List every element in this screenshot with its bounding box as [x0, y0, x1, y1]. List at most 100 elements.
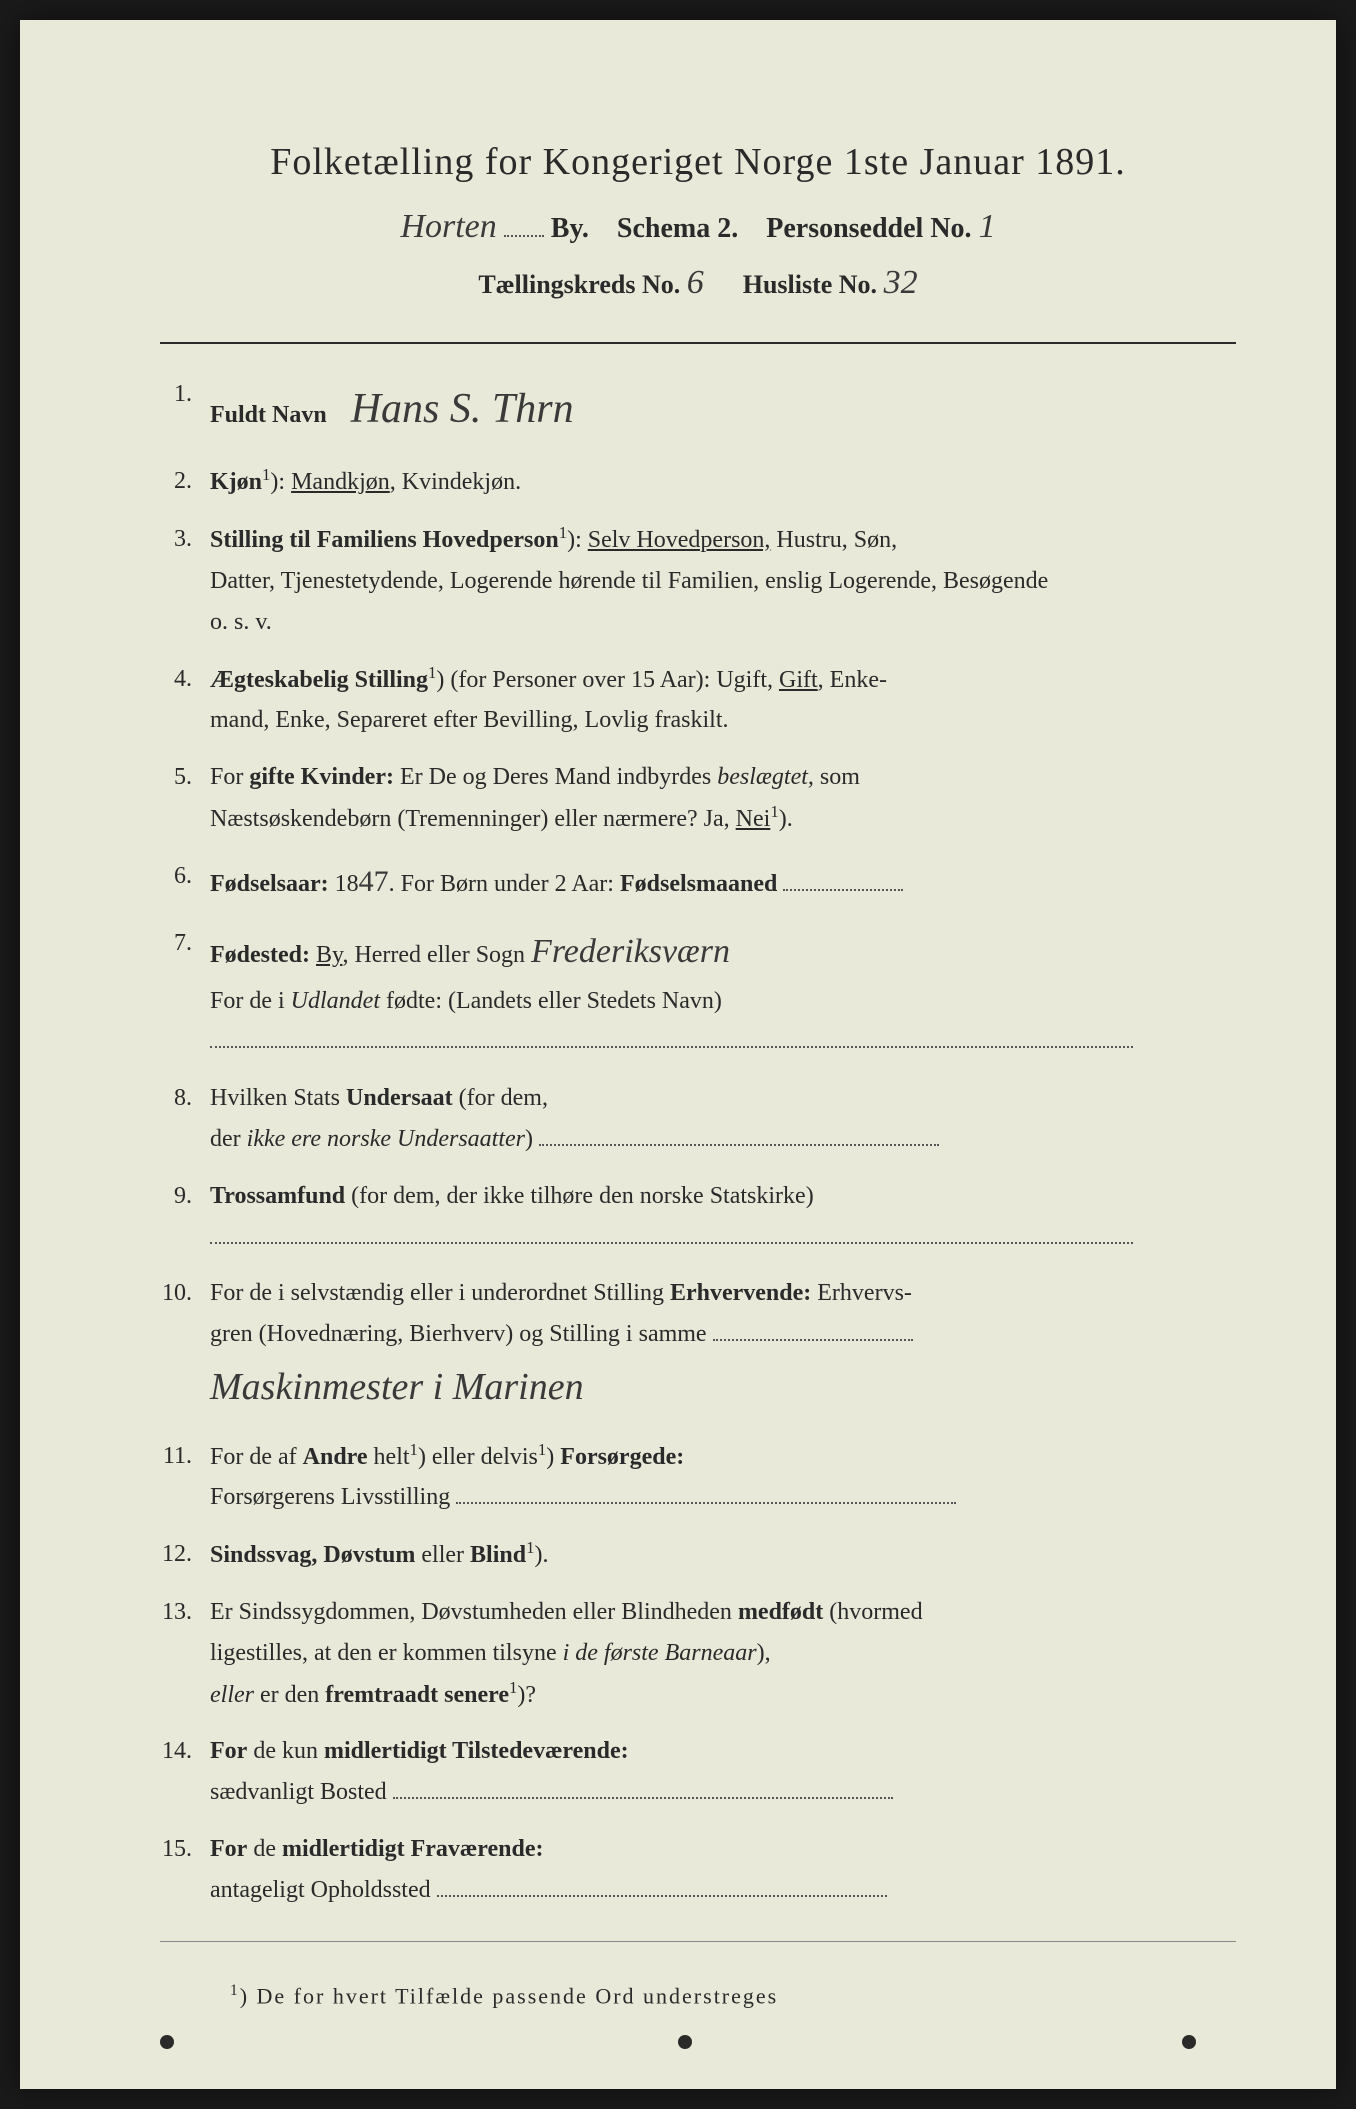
item-text: For de af Andre helt1) eller delvis1) Fo… [210, 1436, 1236, 1519]
item-1: 1. Fuldt Navn Hans S. Thrn [160, 374, 1236, 445]
dotted-fill [783, 867, 903, 891]
item-text: For gifte Kvinder: Er De og Deres Mand i… [210, 757, 1236, 840]
item-text: Trossamfund (for dem, der ikke tilhøre d… [210, 1176, 1236, 1258]
item-9: 9. Trossamfund (for dem, der ikke tilhør… [160, 1176, 1236, 1258]
disability-label: Sindssvag, Døvstum [210, 1542, 415, 1568]
item-7: 7. Fødested: By, Herred eller Sogn Frede… [160, 923, 1236, 1062]
item-text: For de midlertidigt Fraværende: antageli… [210, 1829, 1236, 1911]
footnote-text: ) De for hvert Tilfælde passende Ord und… [240, 1983, 779, 2008]
item-15: 15. For de midlertidigt Fraværende: anta… [160, 1829, 1236, 1911]
sex-selected: Mandkjøn [291, 469, 390, 495]
item-text: Sindssvag, Døvstum eller Blind1). [210, 1534, 1236, 1576]
person-no-handwritten: 1 [979, 208, 996, 246]
item-number: 8. [160, 1078, 210, 1119]
form-body: 1. Fuldt Navn Hans S. Thrn 2. Kjøn1): Ma… [160, 374, 1236, 1911]
item-8: 8. Hvilken Stats Undersaat (for dem, der… [160, 1078, 1236, 1160]
footnote-marker: 1 [230, 1982, 240, 1999]
item-text: For de kun midlertidigt Tilstedeværende:… [210, 1731, 1236, 1813]
item-text: Fuldt Navn Hans S. Thrn [210, 374, 1236, 445]
dotted-fill [210, 1024, 1133, 1048]
religion-label: Trossamfund [210, 1183, 345, 1209]
item-11: 11. For de af Andre helt1) eller delvis1… [160, 1436, 1236, 1519]
city-handwritten: Horten [400, 208, 496, 246]
name-label: Fuldt Navn [210, 402, 327, 428]
item-number: 15. [160, 1829, 210, 1870]
item-number: 14. [160, 1731, 210, 1772]
item-text: Fødselsaar: 1847. For Børn under 2 Aar: … [210, 856, 1236, 907]
relation-label: Stilling til Familiens Hovedperson [210, 527, 559, 553]
item-number: 7. [160, 923, 210, 964]
dotted-fill [210, 1220, 1133, 1244]
census-form-page: Folketælling for Kongeriget Norge 1ste J… [20, 20, 1336, 2089]
full-name-handwritten: Hans S. Thrn [351, 374, 574, 445]
marital-selected: Gift [779, 667, 818, 693]
subtitle-row-1: Horten By. Schema 2. Personseddel No. 1 [160, 208, 1236, 246]
item-number: 6. [160, 856, 210, 897]
item-number: 12. [160, 1534, 210, 1575]
dotted-fill [393, 1775, 893, 1799]
form-header: Folketælling for Kongeriget Norge 1ste J… [160, 140, 1236, 302]
item-text: Er Sindssygdommen, Døvstumheden eller Bl… [210, 1592, 1236, 1715]
birthplace-handwritten: Frederiksværn [531, 923, 730, 981]
dotted-fill [456, 1480, 956, 1504]
kreds-label: Tællingskreds No. [478, 270, 680, 299]
kreds-no-handwritten: 6 [687, 264, 704, 302]
item-3: 3. Stilling til Familiens Hovedperson1):… [160, 519, 1236, 642]
item-number: 1. [160, 374, 210, 415]
item-6: 6. Fødselsaar: 1847. For Børn under 2 Aa… [160, 856, 1236, 907]
by-label: By. [551, 213, 589, 244]
item-text: Kjøn1): Mandkjøn, Kvindekjøn. [210, 461, 1236, 503]
item-text: For de i selvstændig eller i underordnet… [210, 1273, 1236, 1419]
birthyear-label: Fødselsaar: [210, 871, 329, 897]
relation-line3: o. s. v. [210, 609, 272, 635]
marital-line2: mand, Enke, Separeret efter Bevilling, L… [210, 707, 729, 733]
birthyear-handwritten: 47 [359, 865, 389, 898]
punch-mark [1182, 2035, 1196, 2049]
birthplace-label: Fødested: [210, 942, 310, 968]
item-number: 2. [160, 461, 210, 502]
form-title: Folketælling for Kongeriget Norge 1ste J… [160, 140, 1236, 184]
schema-label: Schema 2. [617, 213, 738, 244]
related-selected: Nei [736, 806, 771, 832]
husliste-label: Husliste No. [743, 270, 877, 299]
item-4: 4. Ægteskabelig Stilling1) (for Personer… [160, 659, 1236, 742]
header-rule [160, 342, 1236, 344]
item-text: Fødested: By, Herred eller Sogn Frederik… [210, 923, 1236, 1062]
marital-label: Ægteskabelig Stilling [210, 667, 428, 693]
item-number: 4. [160, 659, 210, 700]
dotted-fill [539, 1122, 939, 1146]
item-number: 10. [160, 1273, 210, 1314]
item-12: 12. Sindssvag, Døvstum eller Blind1). [160, 1534, 1236, 1576]
item-number: 9. [160, 1176, 210, 1217]
item-10: 10. For de i selvstændig eller i underor… [160, 1273, 1236, 1419]
item-14: 14. For de kun midlertidigt Tilstedevære… [160, 1731, 1236, 1813]
occupation-handwritten: Maskinmester i Marinen [210, 1355, 584, 1420]
birthplace-type-selected: By [316, 942, 342, 968]
dotted-fill [713, 1317, 913, 1341]
birthmonth-label: Fødselsmaaned [620, 871, 777, 897]
personseddel-label: Personseddel No. [766, 213, 971, 244]
footnote-rule [160, 1941, 1236, 1942]
item-number: 11. [160, 1436, 210, 1477]
item-2: 2. Kjøn1): Mandkjøn, Kvindekjøn. [160, 461, 1236, 503]
item-number: 3. [160, 519, 210, 560]
relation-selected: Selv Hovedperson, [588, 527, 771, 553]
item-text: Hvilken Stats Undersaat (for dem, der ik… [210, 1078, 1236, 1160]
sex-option-2: Kvindekjøn. [402, 469, 521, 495]
footnote-ref: 1 [559, 523, 567, 542]
husliste-no-handwritten: 32 [884, 264, 918, 302]
sex-label: Kjøn [210, 469, 262, 495]
item-number: 13. [160, 1592, 210, 1633]
item-13: 13. Er Sindssygdommen, Døvstumheden elle… [160, 1592, 1236, 1715]
item-text: Stilling til Familiens Hovedperson1): Se… [210, 519, 1236, 642]
item-5: 5. For gifte Kvinder: Er De og Deres Man… [160, 757, 1236, 840]
relation-line2: Datter, Tjenestetydende, Logerende høren… [210, 568, 1048, 594]
item-number: 5. [160, 757, 210, 798]
subtitle-row-2: Tællingskreds No. 6 Husliste No. 32 [160, 264, 1236, 302]
item-text: Ægteskabelig Stilling1) (for Personer ov… [210, 659, 1236, 742]
footnote: 1) De for hvert Tilfælde passende Ord un… [160, 1982, 1236, 2009]
punch-mark [160, 2035, 174, 2049]
dotted-fill [504, 209, 544, 237]
punch-mark [678, 2035, 692, 2049]
dotted-fill [437, 1873, 887, 1897]
